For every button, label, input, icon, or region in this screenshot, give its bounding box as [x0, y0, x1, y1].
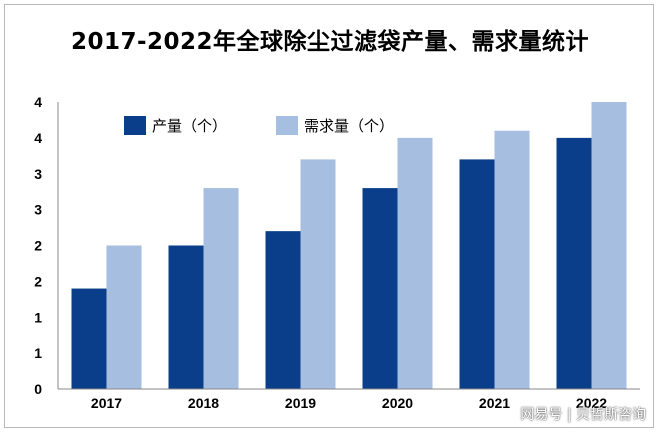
- bars-group: [71, 102, 627, 389]
- x-tick-label: 2018: [188, 395, 219, 411]
- chart-title: 2017-2022年全球除尘过滤袋产量、需求量统计: [70, 29, 590, 55]
- legend-swatch: [276, 116, 298, 135]
- bar-production: [362, 188, 398, 389]
- x-tick-label: 2019: [285, 395, 316, 411]
- y-tick-label: 3: [34, 166, 42, 182]
- bar-production: [71, 288, 107, 389]
- bar-production: [459, 159, 495, 389]
- bar-demand: [494, 130, 530, 389]
- y-tick-label: 0: [34, 381, 42, 397]
- x-axis: 2017 2018 2019 2020 2021 2022: [57, 102, 640, 411]
- bar-production: [556, 137, 592, 389]
- y-tick-label: 2: [34, 238, 42, 254]
- y-tick-label: 4: [34, 130, 42, 146]
- y-tick-label: 4: [34, 94, 42, 110]
- bar-demand: [106, 245, 142, 389]
- y-tick-label: 2: [34, 273, 42, 289]
- x-tick-label: 2021: [479, 395, 510, 411]
- bar-demand: [300, 159, 336, 389]
- bar-demand: [397, 137, 433, 389]
- bar-production: [168, 245, 204, 389]
- x-tick-label: 2022: [576, 395, 607, 411]
- x-tick-label: 2017: [91, 395, 122, 411]
- bar-demand: [203, 188, 239, 389]
- y-axis: 0 1 1 2 2 3 3 4 4: [34, 94, 42, 397]
- x-tick-label: 2020: [382, 395, 413, 411]
- y-tick-label: 1: [34, 345, 42, 361]
- legend-swatch: [124, 116, 146, 135]
- y-tick-label: 1: [34, 309, 42, 325]
- watermark: 网易号 | 贝哲斯咨询: [520, 407, 646, 423]
- legend-label: 需求量（个）: [304, 117, 394, 135]
- bar-production: [265, 231, 301, 389]
- legend-label: 产量（个）: [152, 117, 227, 135]
- bar-demand: [591, 102, 627, 389]
- legend: 产量（个） 需求量（个）: [124, 116, 394, 135]
- y-tick-label: 3: [34, 202, 42, 218]
